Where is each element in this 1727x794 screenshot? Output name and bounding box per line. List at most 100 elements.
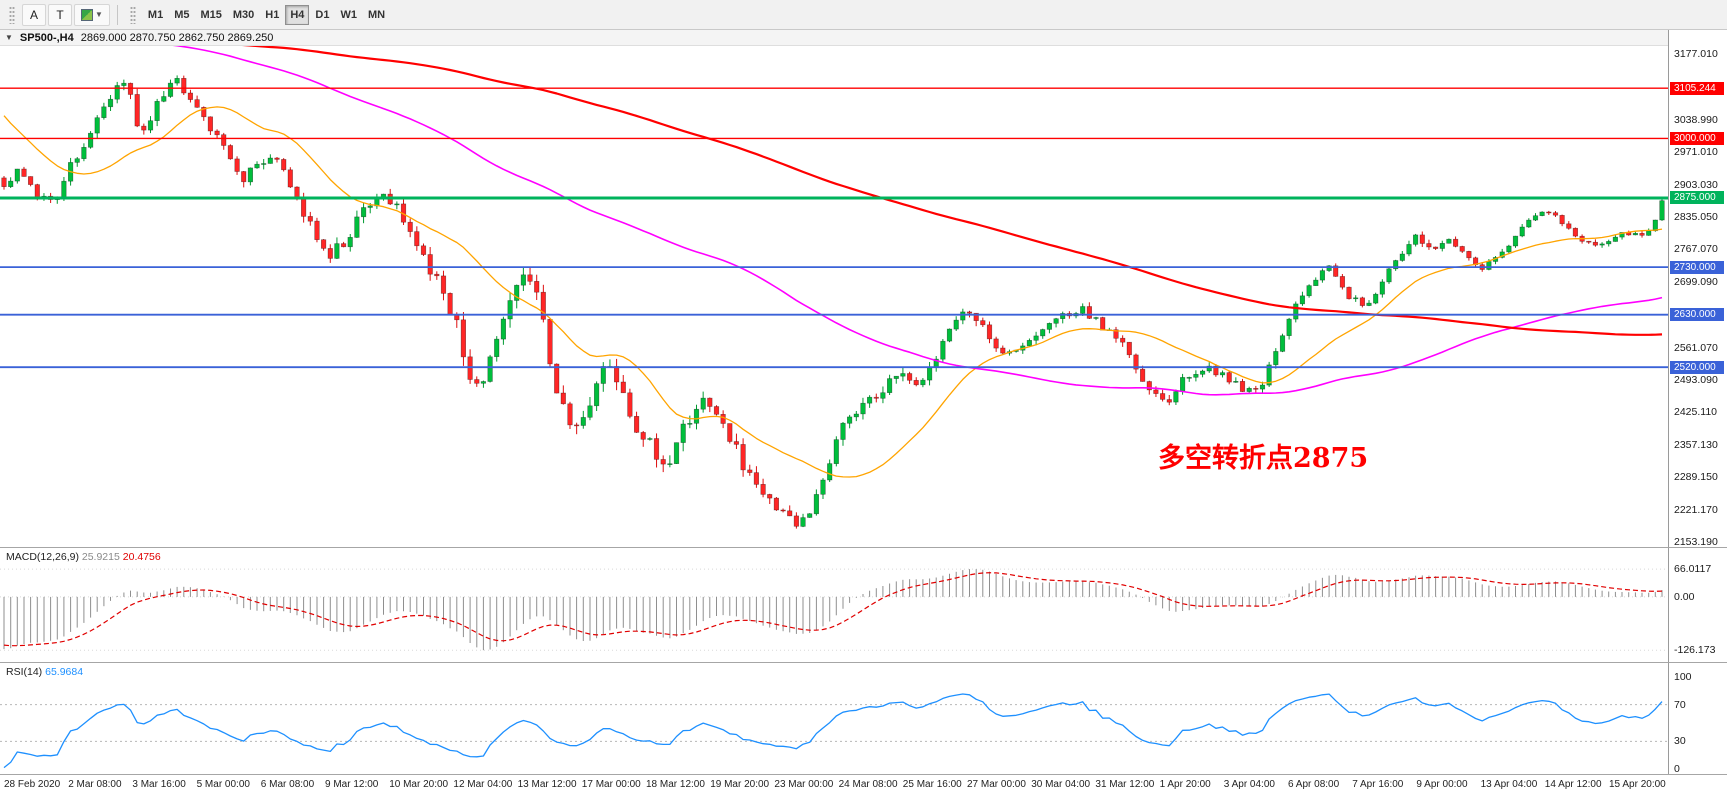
text-label-tool-button[interactable]: T	[48, 3, 72, 26]
time-axis-label: 25 Mar 16:00	[902, 779, 962, 790]
price-level-tag: 3105.244	[1670, 81, 1724, 95]
macd-axis[interactable]: 66.0117 0.00 -126.173	[1668, 548, 1727, 662]
price-level-tag: 2630.000	[1670, 308, 1724, 322]
tf-button-M1[interactable]: M1	[143, 5, 168, 25]
toolbar: A T ▼ M1 M5 M15 M30 H1 H4 D1 W1 MN	[0, 0, 1727, 30]
rsi-axis-label: 70	[1674, 698, 1686, 711]
price-axis-label: 2289.150	[1674, 471, 1718, 484]
price-axis-label: 2835.050	[1674, 210, 1718, 223]
arrow-tools-dropdown-button[interactable]: ▼	[74, 3, 110, 26]
tf-button-M5[interactable]: M5	[169, 5, 194, 25]
time-axis-label: 13 Mar 12:00	[517, 779, 577, 790]
price-axis-label: 2767.070	[1674, 243, 1718, 256]
time-axis-label: 9 Apr 00:00	[1416, 779, 1468, 790]
macd-panel: MACD(12,26,9) 25.9215 20.4756 66.0117 0.0…	[0, 547, 1727, 662]
time-axis-label: 7 Apr 16:00	[1352, 779, 1404, 790]
price-axis-label: 2493.090	[1674, 373, 1718, 386]
time-axis-label: 1 Apr 20:00	[1159, 779, 1211, 790]
candle-bodies	[1, 77, 1665, 527]
rsi-axis-label: 0	[1674, 763, 1680, 775]
tf-button-W1[interactable]: W1	[335, 5, 362, 25]
macd-axis-label: -126.173	[1674, 644, 1716, 657]
price-axis-label: 2561.070	[1674, 341, 1718, 354]
macd-canvas[interactable]	[0, 548, 1668, 662]
time-axis-label: 10 Mar 20:00	[389, 779, 449, 790]
price-axis-label: 3177.010	[1674, 48, 1718, 60]
time-axis-label: 9 Mar 12:00	[325, 779, 379, 790]
price-axis-label: 2971.010	[1674, 146, 1718, 159]
price-axis-label: 2153.190	[1674, 536, 1718, 548]
time-axis-label: 2 Mar 08:00	[68, 779, 122, 790]
macd-name: MACD(12,26,9)	[6, 551, 79, 563]
time-axis[interactable]: 28 Feb 2020 2 Mar 08:00 3 Mar 16:00 5 Mar 0…	[0, 774, 1727, 794]
price-axis-label: 2903.030	[1674, 178, 1718, 191]
tf-button-M30[interactable]: M30	[228, 5, 259, 25]
time-axis-label: 6 Mar 08:00	[260, 779, 315, 790]
timeframe-toolbar: M1 M5 M15 M30 H1 H4 D1 W1 MN	[143, 4, 390, 25]
rsi-axis[interactable]: 100 70 30 0	[1668, 663, 1727, 775]
time-axis-label: 3 Mar 16:00	[132, 779, 186, 790]
macd-main-value: 25.9215	[81, 551, 120, 563]
ma-20-line	[3, 106, 1663, 478]
symbol-timeframe-label: SP500-,H4	[19, 31, 74, 44]
macd-axis-label: 0.00	[1674, 590, 1695, 603]
rsi-axis-label: 30	[1674, 735, 1686, 748]
time-axis-label: 27 Mar 00:00	[967, 779, 1026, 790]
price-axis-label: 2357.130	[1674, 438, 1718, 451]
tf-button-M15[interactable]: M15	[195, 5, 226, 25]
price-level-tag: 3000.000	[1670, 131, 1724, 145]
time-axis-label: 3 Apr 04:00	[1223, 779, 1275, 790]
price-axis[interactable]: 3177.010 3038.990 2971.010 2903.030 2835.050…	[1668, 30, 1727, 548]
price-axis-label: 2699.090	[1674, 275, 1718, 288]
rsi-line	[3, 693, 1663, 769]
price-axis-label: 2221.170	[1674, 503, 1718, 516]
time-axis-label: 14 Apr 12:00	[1544, 779, 1602, 790]
rsi-name: RSI(14)	[6, 666, 43, 678]
shapes-icon	[81, 8, 93, 21]
macd-axis-label: 66.0117	[1674, 563, 1712, 576]
price-axis-label: 3038.990	[1674, 113, 1718, 126]
price-level-tag: 2875.000	[1670, 191, 1724, 205]
time-axis-label: 31 Mar 12:00	[1095, 779, 1155, 790]
one-click-trading-toggle[interactable]: ▼	[5, 33, 13, 42]
macd-histogram	[3, 569, 1663, 651]
chevron-down-icon: ▼	[95, 10, 103, 19]
tf-button-MN[interactable]: MN	[363, 5, 390, 25]
text-annotation-tool-button[interactable]: A	[22, 3, 46, 26]
macd-label: MACD(12,26,9) 25.9215 20.4756	[6, 551, 161, 563]
rsi-axis-label: 100	[1674, 671, 1692, 683]
time-axis-label: 17 Mar 00:00	[581, 779, 641, 790]
rsi-panel: RSI(14) 65.9684 100 70 30 0	[0, 662, 1727, 775]
chart-annotation[interactable]: 多空转折点2875	[1158, 442, 1369, 474]
price-chart-canvas[interactable]	[0, 30, 1668, 547]
time-axis-label: 28 Feb 2020	[4, 779, 61, 790]
rsi-value: 65.9684	[45, 666, 84, 678]
main-chart-panel: ▼ SP500-,H4 2869.000 2870.750 2862.750 2…	[0, 30, 1727, 548]
price-level-tag: 2520.000	[1670, 360, 1724, 374]
time-axis-label: 13 Apr 04:00	[1480, 779, 1538, 790]
time-axis-label: 12 Mar 04:00	[453, 779, 513, 790]
tf-button-D1[interactable]: D1	[310, 5, 334, 25]
ma-100-line	[73, 30, 1663, 396]
ma-200-line	[3, 33, 1663, 336]
toolbar-drag-handle[interactable]	[9, 5, 15, 24]
rsi-canvas[interactable]	[0, 663, 1668, 774]
chart-title-bar: ▼ SP500-,H4 2869.000 2870.750 2862.750 2…	[0, 30, 1668, 46]
tf-button-H1[interactable]: H1	[260, 5, 284, 25]
price-level-tag: 2730.000	[1670, 260, 1724, 274]
time-axis-label: 19 Mar 20:00	[710, 779, 770, 790]
price-axis-label: 2425.110	[1674, 406, 1718, 419]
time-axis-label: 23 Mar 00:00	[774, 779, 834, 790]
macd-signal-value: 20.4756	[122, 551, 161, 563]
tf-button-H4[interactable]: H4	[285, 4, 310, 25]
time-axis-label: 5 Mar 00:00	[196, 779, 250, 790]
candle-wicks	[3, 75, 1663, 529]
ohlc-values: 2869.000 2870.750 2862.750 2869.250	[80, 31, 274, 44]
toolbar-separator	[116, 4, 118, 25]
time-axis-label: 24 Mar 08:00	[838, 779, 898, 790]
time-axis-label: 30 Mar 04:00	[1031, 779, 1091, 790]
macd-signal-line	[3, 572, 1663, 647]
time-axis-label: 6 Apr 08:00	[1288, 779, 1340, 790]
timeframe-toolbar-drag-handle[interactable]	[129, 5, 136, 24]
